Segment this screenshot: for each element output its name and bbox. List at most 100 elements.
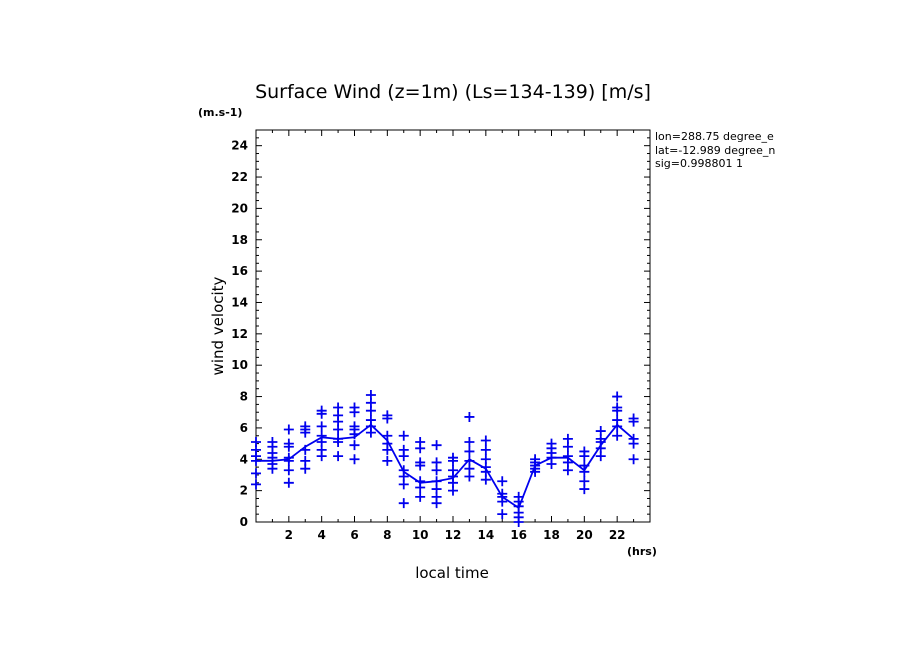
y-tick-label: 8	[240, 390, 248, 404]
data-point-marker	[530, 454, 541, 465]
y-tick-label: 6	[240, 421, 248, 435]
data-point-marker	[251, 479, 261, 490]
data-point-marker	[398, 498, 409, 509]
data-point-marker	[365, 389, 376, 400]
data-point-marker	[251, 468, 261, 479]
data-point-marker	[497, 488, 508, 499]
data-point-marker	[349, 454, 360, 465]
data-point-marker	[415, 491, 426, 502]
data-point-marker	[546, 438, 557, 449]
data-point-marker	[480, 444, 491, 455]
data-point-marker	[464, 437, 475, 448]
x-tick-label: 20	[576, 528, 593, 542]
annotation-lat: lat=-12.989 degree_n	[655, 144, 775, 157]
data-point-marker	[464, 411, 475, 422]
y-tick-label: 2	[240, 484, 248, 498]
data-point-marker	[579, 460, 590, 471]
y-tick-label: 10	[231, 358, 248, 372]
y-tick-label: 20	[231, 201, 248, 215]
data-point-marker	[579, 476, 590, 487]
data-point-marker	[333, 451, 344, 462]
y-axis-label: wind velocity	[209, 276, 227, 375]
data-point-marker	[612, 430, 623, 441]
data-point-marker	[612, 415, 623, 426]
data-point-marker	[562, 433, 573, 444]
data-point-marker	[579, 446, 590, 457]
mean-line	[256, 423, 635, 510]
data-point-marker	[480, 454, 491, 465]
y-tick-label: 16	[231, 264, 248, 278]
annotation-lon: lon=288.75 degree_e	[655, 130, 774, 143]
y-tick-label: 12	[231, 327, 248, 341]
x-tick-label: 6	[350, 528, 358, 542]
data-point-marker	[562, 451, 573, 462]
data-point-marker	[283, 424, 294, 435]
data-point-marker	[349, 421, 360, 432]
data-point-marker	[464, 446, 475, 457]
data-point-marker	[283, 465, 294, 476]
data-point-marker	[283, 477, 294, 488]
data-point-marker	[365, 415, 376, 426]
data-point-marker	[595, 426, 606, 437]
data-point-marker	[415, 457, 426, 468]
y-tick-label: 24	[231, 139, 248, 153]
data-point-marker	[251, 437, 261, 448]
data-point-marker	[612, 391, 623, 402]
y-tick-label: 18	[231, 233, 248, 247]
data-point-marker	[333, 402, 344, 413]
annotation-clip-mask	[780, 128, 904, 158]
data-point-marker	[628, 454, 639, 465]
y-tick-label: 4	[240, 452, 248, 466]
data-point-marker	[283, 438, 294, 449]
data-point-marker	[300, 444, 311, 455]
data-point-marker	[349, 402, 360, 413]
x-axis-ticks: 2 4 6 8 10 12 14 16 18 20 22	[271, 130, 635, 542]
data-point-marker	[448, 452, 458, 463]
data-point-marker	[497, 509, 508, 520]
y-unit-label: (m.s-1)	[198, 106, 242, 119]
data-point-marker	[300, 421, 311, 432]
data-point-marker	[316, 421, 327, 432]
data-point-marker	[480, 435, 491, 446]
data-point-marker	[497, 476, 508, 487]
data-point-marker	[316, 430, 327, 441]
data-point-marker	[448, 465, 458, 476]
data-point-marker	[628, 413, 639, 424]
data-series	[251, 389, 639, 527]
data-point-marker	[398, 444, 409, 455]
data-point-marker	[398, 465, 409, 476]
x-tick-label: 4	[317, 528, 325, 542]
x-tick-label: 22	[609, 528, 626, 542]
data-point-marker	[382, 410, 393, 421]
data-point-marker	[316, 405, 327, 416]
data-point-marker	[464, 455, 475, 466]
x-tick-label: 16	[510, 528, 527, 542]
y-tick-label: 22	[231, 170, 248, 184]
annotation-sig: sig=0.998801 1	[655, 157, 743, 170]
x-axis-label: local time	[415, 564, 489, 582]
data-point-marker	[300, 455, 311, 466]
data-point-marker	[431, 440, 442, 451]
data-point-marker	[612, 402, 623, 413]
x-tick-label: 8	[383, 528, 391, 542]
x-tick-label: 2	[285, 528, 293, 542]
data-point-marker	[415, 476, 426, 487]
data-point-marker	[283, 452, 294, 463]
data-point-marker	[382, 430, 393, 441]
data-point-marker	[513, 491, 524, 502]
x-tick-label: 10	[412, 528, 429, 542]
x-tick-label: 14	[477, 528, 494, 542]
data-point-marker	[267, 437, 278, 448]
y-tick-label: 14	[231, 295, 248, 309]
x-tick-label: 12	[445, 528, 462, 542]
data-point-marker	[431, 476, 442, 487]
data-point-marker	[349, 440, 360, 451]
x-unit-label: (hrs)	[627, 545, 657, 558]
data-point-marker	[382, 455, 393, 466]
data-point-marker	[333, 433, 344, 444]
data-point-marker	[628, 433, 639, 444]
x-tick-label: 18	[543, 528, 560, 542]
data-point-marker	[431, 457, 442, 468]
